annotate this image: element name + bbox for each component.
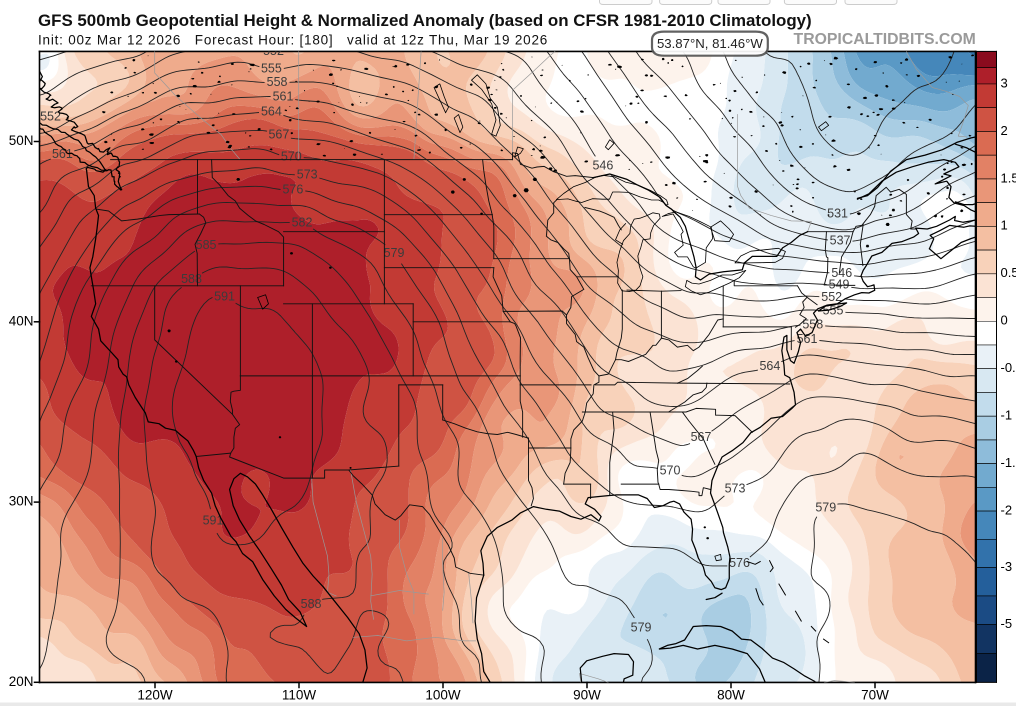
svg-text:570: 570	[660, 464, 681, 478]
svg-text:70W: 70W	[861, 688, 889, 703]
svg-text:549: 549	[829, 278, 850, 292]
svg-text:Init: 00z Mar 12 2026 Foreca: Init: 00z Mar 12 2026 Forecast Hour: [18…	[38, 33, 548, 48]
svg-text:537: 537	[830, 234, 851, 248]
svg-text:-1.5: -1.5	[1001, 455, 1016, 470]
svg-text:0: 0	[1001, 313, 1008, 328]
svg-text:564: 564	[759, 359, 780, 373]
svg-text:-5: -5	[1001, 616, 1013, 631]
svg-text:555: 555	[261, 62, 282, 76]
svg-text:-1: -1	[1001, 408, 1013, 423]
svg-text:564: 564	[261, 104, 282, 118]
svg-text:567: 567	[268, 127, 289, 141]
svg-text:531: 531	[827, 206, 848, 220]
svg-text:40N: 40N	[9, 313, 34, 328]
svg-text:552: 552	[821, 290, 842, 304]
svg-text:552: 552	[263, 44, 284, 58]
svg-text:546: 546	[592, 159, 613, 173]
svg-text:2: 2	[1001, 123, 1008, 138]
svg-text:-0.5: -0.5	[1001, 360, 1016, 375]
svg-text:570: 570	[281, 150, 302, 164]
svg-text:3: 3	[1001, 75, 1008, 90]
svg-text:100W: 100W	[425, 688, 461, 703]
svg-text:558: 558	[267, 75, 288, 89]
svg-text:561: 561	[52, 147, 73, 161]
svg-text:576: 576	[282, 183, 303, 197]
svg-text:579: 579	[384, 246, 405, 260]
svg-text:561: 561	[273, 90, 294, 104]
svg-text:1.5: 1.5	[1001, 170, 1016, 185]
svg-text:585: 585	[196, 238, 217, 252]
svg-text:80W: 80W	[717, 688, 745, 703]
svg-text:110W: 110W	[282, 688, 317, 703]
svg-text:567: 567	[691, 430, 712, 444]
svg-text:-2: -2	[1001, 502, 1013, 517]
svg-text:579: 579	[631, 621, 652, 635]
svg-text:20N: 20N	[9, 674, 34, 689]
svg-text:552: 552	[40, 110, 61, 124]
svg-text:GFS 500mb Geopotential Height: GFS 500mb Geopotential Height & Normaliz…	[38, 11, 812, 30]
svg-text:579: 579	[815, 501, 836, 515]
svg-text:558: 558	[802, 317, 823, 331]
svg-text:573: 573	[725, 482, 746, 496]
svg-text:120W: 120W	[137, 688, 173, 703]
svg-text:TROPICALTIDBITS.COM: TROPICALTIDBITS.COM	[794, 31, 976, 48]
svg-text:53.87°N, 81.46°W: 53.87°N, 81.46°W	[657, 36, 763, 51]
svg-text:591: 591	[214, 290, 235, 304]
svg-text:50N: 50N	[9, 133, 34, 148]
svg-text:-3: -3	[1001, 559, 1013, 574]
svg-text:561: 561	[797, 332, 818, 346]
svg-text:588: 588	[181, 272, 202, 286]
svg-text:588: 588	[301, 597, 322, 611]
svg-text:90W: 90W	[573, 688, 601, 703]
svg-text:582: 582	[292, 216, 313, 230]
svg-text:573: 573	[297, 168, 318, 182]
svg-text:0.5: 0.5	[1001, 265, 1016, 280]
svg-text:591: 591	[203, 514, 224, 528]
svg-text:576: 576	[729, 556, 750, 570]
svg-text:546: 546	[831, 266, 852, 280]
svg-text:30N: 30N	[9, 494, 34, 509]
svg-text:1: 1	[1001, 218, 1008, 233]
